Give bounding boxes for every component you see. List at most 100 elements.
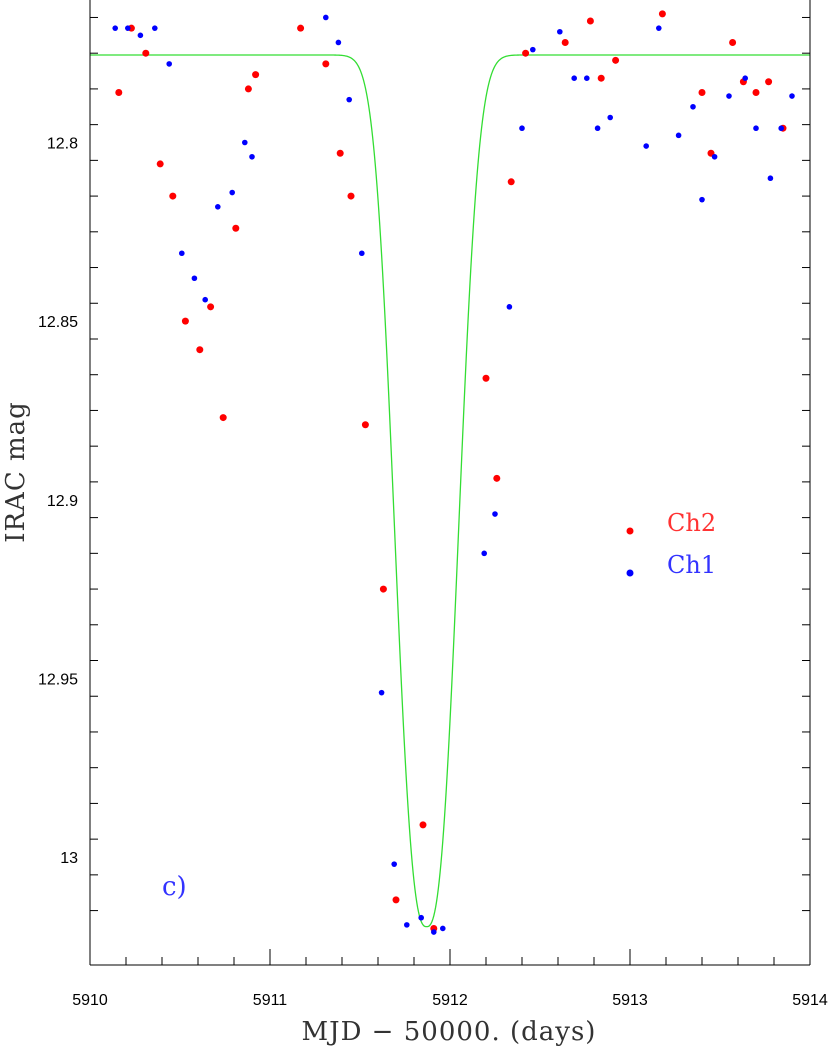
- data-point-ch1: [249, 153, 255, 160]
- data-point-ch2: [156, 160, 164, 168]
- data-point-ch2: [115, 88, 123, 96]
- legend-label-ch1: Ch1: [667, 551, 716, 579]
- data-point-ch1: [431, 929, 437, 935]
- data-point-ch1: [481, 550, 488, 557]
- data-point-ch2: [322, 60, 330, 68]
- data-point-ch2: [419, 821, 427, 829]
- panel-label: c): [162, 872, 187, 902]
- data-point-ch1: [492, 511, 498, 517]
- data-point-ch2: [232, 224, 240, 232]
- data-point-ch1: [767, 175, 774, 182]
- data-point-ch1: [699, 196, 705, 203]
- data-point-ch2: [698, 88, 706, 96]
- data-point-ch1: [584, 75, 590, 81]
- model-curve-layer: [90, 54, 810, 928]
- data-point-ch1: [404, 922, 410, 928]
- legend: Ch2 Ch1: [626, 509, 716, 579]
- data-point-ch1: [742, 75, 748, 81]
- data-point-ch2: [561, 38, 569, 46]
- data-point-ch1: [656, 25, 662, 31]
- data-point-ch1: [202, 296, 208, 303]
- data-point-ch1: [643, 143, 649, 149]
- data-point-ch1: [137, 32, 144, 39]
- data-point-ch2: [729, 38, 737, 46]
- legend-label-ch2: Ch2: [667, 509, 716, 537]
- data-point-ch1: [557, 28, 563, 35]
- data-points-layer: [112, 10, 795, 935]
- x-tick-label: 5910: [72, 992, 108, 1009]
- y-tick-label: 12.9: [47, 493, 78, 510]
- y-tick-label: 13: [60, 850, 78, 867]
- data-point-ch2: [169, 192, 177, 200]
- data-point-ch1: [690, 103, 696, 110]
- x-tick-label: 5912: [432, 992, 468, 1009]
- data-point-ch1: [378, 689, 385, 696]
- data-point-ch1: [530, 46, 536, 53]
- data-point-ch2: [181, 317, 189, 325]
- data-point-ch1: [675, 132, 682, 139]
- data-point-ch2: [207, 303, 215, 311]
- data-point-ch2: [252, 71, 260, 79]
- data-point-ch1: [519, 125, 525, 132]
- y-tick-label: 12.95: [38, 671, 78, 688]
- data-point-ch2: [336, 149, 344, 157]
- data-point-ch1: [753, 125, 759, 132]
- data-point-ch2: [586, 17, 594, 25]
- data-point-ch1: [166, 61, 172, 67]
- plot-frame: [89, 0, 811, 966]
- y-axis-ticks: 12.8 12.85 12.9 12.95 13: [38, 16, 810, 912]
- legend-marker-ch1: [626, 569, 634, 577]
- data-point-ch2: [297, 24, 305, 32]
- data-point-ch2: [597, 74, 605, 82]
- data-point-ch2: [379, 585, 387, 593]
- data-point-ch2: [507, 178, 515, 186]
- data-point-ch1: [506, 304, 513, 310]
- model-light-curve: [90, 54, 810, 928]
- x-axis-title: MJD − 50000. (days): [302, 1017, 597, 1047]
- data-point-ch1: [711, 153, 718, 160]
- data-point-ch2: [482, 374, 490, 382]
- data-point-ch1: [607, 114, 613, 121]
- data-point-ch1: [112, 25, 118, 31]
- data-point-ch1: [125, 25, 131, 31]
- data-point-ch1: [594, 125, 601, 132]
- data-point-ch1: [726, 93, 732, 99]
- data-point-ch1: [391, 861, 398, 867]
- data-point-ch2: [219, 414, 227, 422]
- data-point-ch2: [142, 49, 150, 57]
- x-tick-label: 5913: [612, 992, 648, 1009]
- data-point-ch2: [392, 896, 400, 904]
- data-point-ch1: [359, 250, 365, 257]
- data-point-ch1: [229, 189, 235, 196]
- data-point-ch2: [196, 346, 204, 354]
- data-point-ch2: [493, 474, 501, 482]
- data-point-ch2: [347, 192, 355, 200]
- data-point-ch1: [571, 75, 577, 81]
- data-point-ch2: [752, 88, 760, 96]
- y-tick-label: 12.85: [38, 314, 78, 331]
- legend-marker-ch2: [626, 527, 634, 535]
- data-point-ch1: [179, 250, 185, 257]
- x-axis-ticks: 5910 5911 5912 5913 5914: [72, 949, 828, 1009]
- data-point-ch1: [215, 204, 221, 210]
- x-tick-label: 5914: [792, 992, 828, 1009]
- data-point-ch1: [323, 14, 329, 21]
- data-point-ch1: [440, 925, 446, 932]
- data-point-ch2: [765, 78, 773, 86]
- data-point-ch2: [361, 421, 369, 429]
- data-point-ch1: [191, 275, 198, 282]
- data-point-ch1: [335, 39, 342, 46]
- data-point-ch2: [244, 85, 252, 93]
- data-point-ch2: [522, 49, 530, 57]
- data-point-ch2: [658, 10, 666, 18]
- data-point-ch1: [242, 139, 248, 146]
- data-point-ch1: [789, 93, 795, 99]
- x-tick-label: 5911: [253, 992, 288, 1009]
- data-point-ch1: [778, 125, 784, 132]
- y-axis-title: IRAC mag: [1, 401, 31, 543]
- data-point-ch1: [418, 914, 425, 921]
- data-point-ch1: [152, 25, 158, 31]
- y-tick-label: 12.8: [47, 136, 78, 153]
- data-point-ch1: [346, 96, 353, 103]
